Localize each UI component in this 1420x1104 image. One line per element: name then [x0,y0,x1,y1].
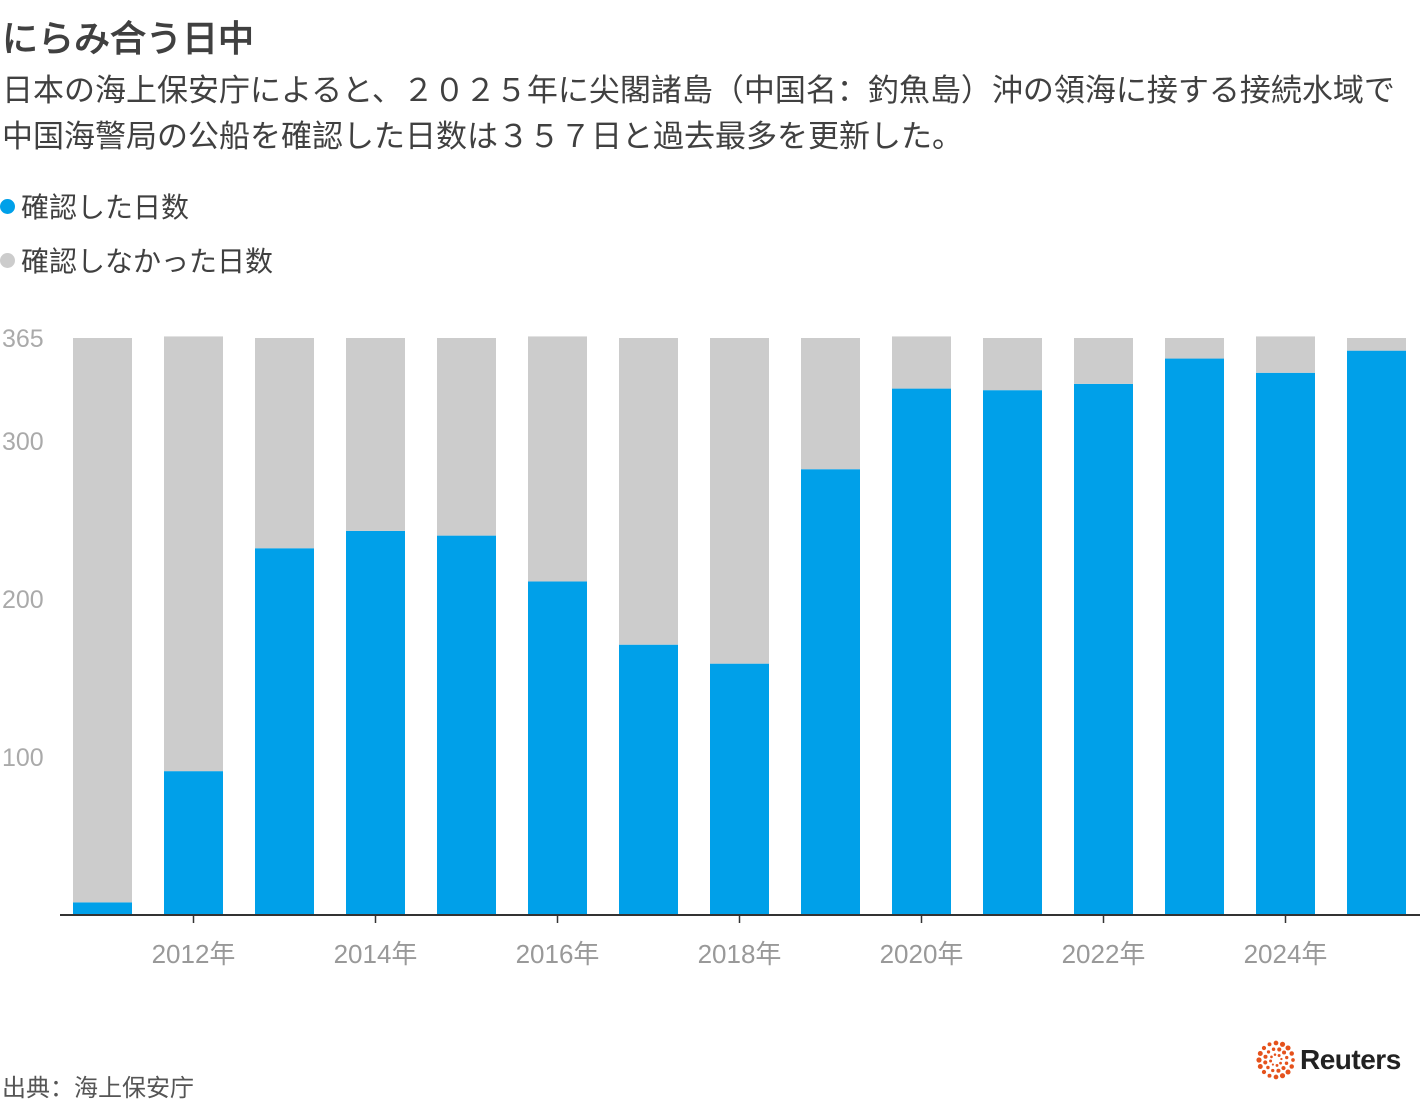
logo-dot [1267,1042,1272,1047]
logo-dot [1273,1074,1279,1080]
logo-dot [1271,1047,1276,1052]
logo-dot [1267,1073,1272,1078]
chart-subtitle: 日本の海上保安庁によると、２０２５年に尖閣諸島（中国名：釣魚島）沖の領海に接する… [2,73,1395,155]
bar-confirmed [1165,358,1224,916]
legend-item-not-confirmed: 確認しなかった日数 [0,240,273,280]
bar-not-confirmed [892,336,951,389]
logo-dot [1263,1060,1268,1065]
logo-dot [1257,1064,1263,1069]
x-tick-label: 2024年 [1244,939,1328,969]
stacked-bar-chart: 100 200 300 365 2012年 2014年 2016年 2018年 2020年 202… [2,325,1420,969]
bar-not-confirmed [164,336,223,772]
bar-not-confirmed [710,338,769,664]
bar-confirmed [255,548,314,915]
logo-dot [1277,1047,1282,1052]
bar-not-confirmed [801,338,860,470]
logo-dot [1276,1068,1281,1073]
logo-dot [1271,1068,1275,1073]
legend-swatch-not-confirmed [0,252,15,268]
logo-dot [1291,1058,1295,1062]
logo-text: Reuters [1300,1044,1401,1075]
x-tick-label: 2018年 [698,939,782,969]
logo-dot [1271,1063,1274,1066]
chart-title: にらみ合う日中 [2,19,255,60]
bar-not-confirmed [619,338,678,645]
logo-dot [1285,1055,1289,1060]
logo-dot [1289,1064,1294,1069]
bar-confirmed [892,388,951,915]
x-tick-label: 2016年 [516,939,600,969]
bar-confirmed [1074,383,1133,915]
logo-dot [1256,1057,1262,1063]
logo-dot [1273,1053,1277,1056]
y-tick-label: 200 [2,586,44,614]
bar-not-confirmed [528,336,587,582]
bar-not-confirmed [73,338,132,903]
logo-dot [1261,1045,1267,1051]
bar-confirmed [346,530,405,915]
legend-label: 確認した日数 [21,191,190,224]
logo-dot [1277,1053,1281,1057]
y-tick-label: 100 [2,744,44,772]
bar-confirmed [1256,372,1315,915]
logo-dot [1269,1059,1273,1063]
y-tick-label: 365 [2,325,44,353]
bar-confirmed [983,390,1042,915]
logo-dot [1279,1073,1286,1079]
logo-dot [1257,1051,1263,1056]
bar-not-confirmed [1256,336,1315,373]
bar-not-confirmed [1074,338,1133,384]
logo-dot [1289,1051,1294,1056]
source-note: 出典：海上保安庁 [2,1074,194,1102]
bar-not-confirmed [983,338,1042,391]
logo-dot [1279,1061,1282,1065]
bar-not-confirmed [346,338,405,531]
bar-confirmed [528,581,587,915]
logo-dot [1280,1057,1283,1061]
x-tick-label: 2020年 [880,939,964,969]
logo-dot [1285,1069,1291,1075]
logo-dot [1270,1055,1273,1059]
logo-dot [1273,1040,1279,1046]
logo-dot [1275,1063,1279,1067]
bar-confirmed [801,469,860,915]
bar-not-confirmed [1165,338,1224,359]
logo-dot [1285,1045,1291,1051]
bar-confirmed [1347,350,1406,915]
bar-confirmed [73,902,132,915]
x-tick-label: 2014年 [334,939,418,969]
bar-confirmed [710,663,769,915]
logo-dot [1266,1065,1270,1070]
bar-confirmed [164,771,223,915]
legend-item-confirmed: 確認した日数 [0,186,189,226]
x-tick-label: 2022年 [1062,939,1146,969]
logo-dot [1282,1050,1287,1055]
legend-label: 確認しなかった日数 [21,245,274,278]
x-tick-label: 2012年 [152,939,236,969]
logo-dot [1263,1054,1268,1059]
bar-not-confirmed [1347,338,1406,351]
reuters-logo: Reuters [1256,1040,1401,1080]
legend-swatch-confirmed [0,198,15,214]
y-tick-label: 300 [2,428,44,456]
reuters-logo-icon [1256,1040,1295,1080]
logo-dot [1266,1050,1271,1054]
bar-confirmed [619,644,678,915]
bar-not-confirmed [255,338,314,549]
bar-not-confirmed [437,338,496,536]
logo-dot [1281,1066,1286,1071]
logo-dot [1261,1069,1267,1075]
logo-dot [1279,1041,1286,1047]
bar-confirmed [437,535,496,915]
logo-dot [1284,1061,1289,1065]
